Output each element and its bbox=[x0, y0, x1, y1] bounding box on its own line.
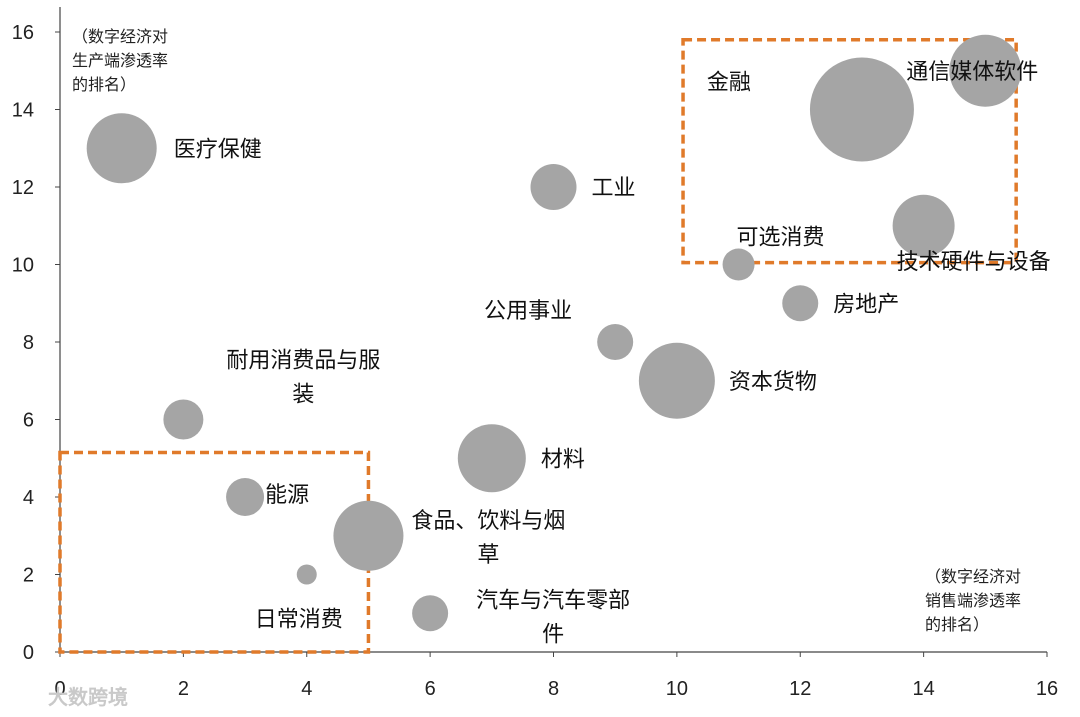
bubble-label-line: 可选消费 bbox=[737, 226, 825, 251]
bubble-label-line: 草 bbox=[477, 543, 499, 568]
bubble-label-line: 医疗保健 bbox=[174, 137, 262, 162]
y-tick-label: 4 bbox=[23, 487, 34, 509]
bubble bbox=[949, 34, 1022, 107]
x-tick-label: 8 bbox=[548, 678, 559, 700]
bubble-label: 公用事业 bbox=[484, 299, 572, 324]
bubble bbox=[226, 478, 265, 516]
watermark: 大数跨境 bbox=[48, 685, 128, 709]
bubble-label: 汽车与汽车零部件 bbox=[476, 588, 630, 647]
bubble-label: 通信媒体软件 bbox=[906, 60, 1038, 85]
highlight-box bbox=[681, 38, 1018, 265]
y-axis-note: （数字经济对生产端渗透率的排名） bbox=[72, 27, 168, 94]
bubble-label-line: 食品、饮料与烟 bbox=[411, 509, 565, 534]
y-tick-label: 0 bbox=[23, 642, 34, 664]
y-tick-label: 12 bbox=[12, 177, 34, 199]
bubble bbox=[638, 342, 715, 419]
chart-axes: 0 2 4 6 8 10 12 14 16 0 2 4 6 8 10 12 14 16 bbox=[12, 7, 1058, 700]
y-tick-label: 6 bbox=[23, 410, 34, 432]
y-tick-label: 16 bbox=[12, 22, 34, 44]
bubble bbox=[412, 595, 449, 632]
bubble-label-line: 件 bbox=[542, 622, 564, 647]
bubble-label-line: 金融 bbox=[707, 71, 751, 96]
bubble-label: 房地产 bbox=[833, 292, 899, 317]
x-axis-note: （数字经济对销售端渗透率的排名） bbox=[925, 567, 1021, 634]
bubble-label: 能源 bbox=[265, 483, 309, 508]
bubble bbox=[86, 113, 157, 184]
bubble-label: 耐用消费品与服装 bbox=[226, 349, 380, 408]
bubble-label: 资本货物 bbox=[729, 370, 817, 395]
bubble-label-line: 房地产 bbox=[833, 292, 899, 317]
bubbles bbox=[86, 34, 1022, 632]
x-tick-label: 4 bbox=[301, 678, 312, 700]
bubble-label: 工业 bbox=[592, 176, 636, 201]
x-tick-label: 6 bbox=[425, 678, 436, 700]
x-tick-label: 14 bbox=[913, 678, 935, 700]
bubble-label: 技术硬件与设备 bbox=[897, 250, 1051, 275]
bubble-label-line: 公用事业 bbox=[484, 299, 572, 324]
axis-notes: （数字经济对生产端渗透率的排名）（数字经济对销售端渗透率的排名） bbox=[72, 27, 1021, 634]
bubble-label-line: 通信媒体软件 bbox=[906, 60, 1038, 85]
y-tick-label: 8 bbox=[23, 332, 34, 354]
y-tick-label: 14 bbox=[12, 100, 34, 122]
x-tick-label: 16 bbox=[1036, 678, 1058, 700]
y-axis-note-line: （数字经济对 bbox=[72, 27, 168, 46]
bubble-label-line: 耐用消费品与服 bbox=[226, 349, 380, 374]
bubble bbox=[333, 500, 404, 571]
x-tick-label: 12 bbox=[789, 678, 811, 700]
y-tick-label: 2 bbox=[23, 565, 34, 587]
bubble bbox=[809, 57, 914, 162]
bubble-label-line: 汽车与汽车零部 bbox=[476, 588, 630, 613]
bubble-label: 可选消费 bbox=[737, 226, 825, 251]
bubble-label: 日常消费 bbox=[255, 608, 343, 633]
bubble bbox=[597, 324, 634, 360]
bubble-label-line: 日常消费 bbox=[255, 608, 343, 633]
bubble-label: 医疗保健 bbox=[174, 137, 262, 162]
bubble-label-line: 装 bbox=[292, 383, 314, 408]
bubble bbox=[530, 164, 577, 210]
x-axis-note-line: 的排名） bbox=[925, 615, 989, 634]
bubble-label-line: 能源 bbox=[265, 483, 309, 508]
bubble-label-line: 材料 bbox=[541, 447, 585, 472]
y-axis-note-line: 的排名） bbox=[72, 75, 136, 94]
bubble bbox=[782, 285, 819, 322]
x-tick-label: 10 bbox=[666, 678, 688, 700]
bubble-label-line: 技术硬件与设备 bbox=[897, 250, 1051, 275]
bubble bbox=[296, 564, 317, 585]
x-tick-label: 0 bbox=[54, 678, 65, 700]
y-axis-note-line: 生产端渗透率 bbox=[72, 51, 168, 70]
bubble-label: 食品、饮料与烟草 bbox=[411, 509, 565, 568]
y-tick-label: 10 bbox=[12, 255, 34, 277]
x-axis-note-line: （数字经济对 bbox=[925, 567, 1021, 586]
bubble-label-line: 资本货物 bbox=[729, 370, 817, 395]
x-tick-label: 2 bbox=[178, 678, 189, 700]
bubble bbox=[892, 194, 955, 257]
x-axis-note-line: 销售端渗透率 bbox=[925, 591, 1021, 610]
bubble-label: 金融 bbox=[707, 71, 751, 96]
watermark-text: 大数跨境 bbox=[48, 685, 128, 709]
bubble-label: 材料 bbox=[541, 447, 585, 472]
bubble bbox=[163, 399, 204, 440]
bubble-label-line: 工业 bbox=[592, 176, 636, 201]
bubble bbox=[722, 248, 755, 281]
bubble bbox=[457, 424, 526, 493]
